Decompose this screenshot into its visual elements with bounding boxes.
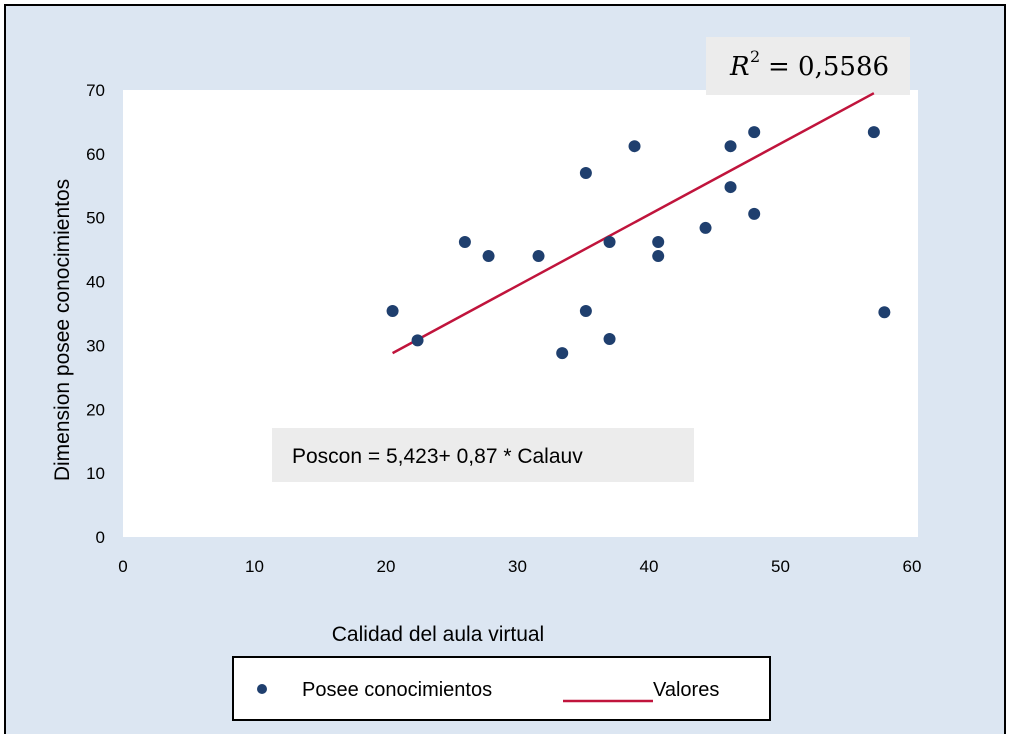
point bbox=[411, 334, 424, 347]
equation-box bbox=[272, 428, 694, 482]
r2-box bbox=[706, 37, 910, 95]
x-tick-label: 0 bbox=[118, 557, 127, 576]
x-tick-label: 60 bbox=[903, 557, 922, 576]
point bbox=[724, 181, 737, 194]
y-tick-label: 10 bbox=[86, 464, 105, 483]
y-tick-label: 70 bbox=[86, 81, 105, 100]
point bbox=[603, 235, 616, 248]
point bbox=[579, 304, 592, 317]
x-tick-label: 50 bbox=[771, 557, 790, 576]
y-axis-title: Dimension posee conocimientos bbox=[51, 179, 74, 481]
y-tick-label: 0 bbox=[96, 528, 105, 547]
legend-label: Valores bbox=[653, 679, 719, 701]
point bbox=[603, 333, 616, 346]
point bbox=[652, 235, 665, 248]
point bbox=[386, 304, 399, 317]
legend-marker bbox=[257, 684, 267, 694]
r2-value: = 0,5586 bbox=[768, 52, 889, 82]
trendline bbox=[391, 92, 875, 355]
point bbox=[867, 126, 880, 139]
point bbox=[482, 250, 495, 263]
x-tick-label: 40 bbox=[640, 557, 659, 576]
point bbox=[878, 306, 891, 319]
point bbox=[458, 235, 471, 248]
point bbox=[699, 221, 712, 234]
equation: Poscon = 5,423+ 0,87 * Calauv bbox=[292, 445, 583, 468]
x-axis-title: Calidad del aula virtual bbox=[332, 623, 544, 646]
legend-label: Posee conocimientos bbox=[302, 679, 492, 701]
point bbox=[748, 207, 761, 220]
r2-exponent: 2 bbox=[750, 47, 760, 66]
point bbox=[724, 140, 737, 153]
point bbox=[579, 167, 592, 180]
point bbox=[652, 250, 665, 263]
r2-symbol: R bbox=[729, 52, 750, 82]
point bbox=[532, 250, 545, 263]
y-tick-label: 30 bbox=[86, 336, 105, 355]
x-tick-label: 20 bbox=[377, 557, 396, 576]
x-tick-label: 30 bbox=[508, 557, 527, 576]
x-tick-label: 10 bbox=[245, 557, 264, 576]
point bbox=[748, 126, 761, 139]
legend bbox=[232, 656, 771, 721]
y-tick-label: 50 bbox=[86, 209, 105, 228]
y-tick-label: 40 bbox=[86, 273, 105, 292]
point bbox=[556, 347, 569, 360]
point bbox=[628, 140, 641, 153]
y-tick-label: 20 bbox=[86, 400, 105, 419]
y-tick-label: 60 bbox=[86, 145, 105, 164]
